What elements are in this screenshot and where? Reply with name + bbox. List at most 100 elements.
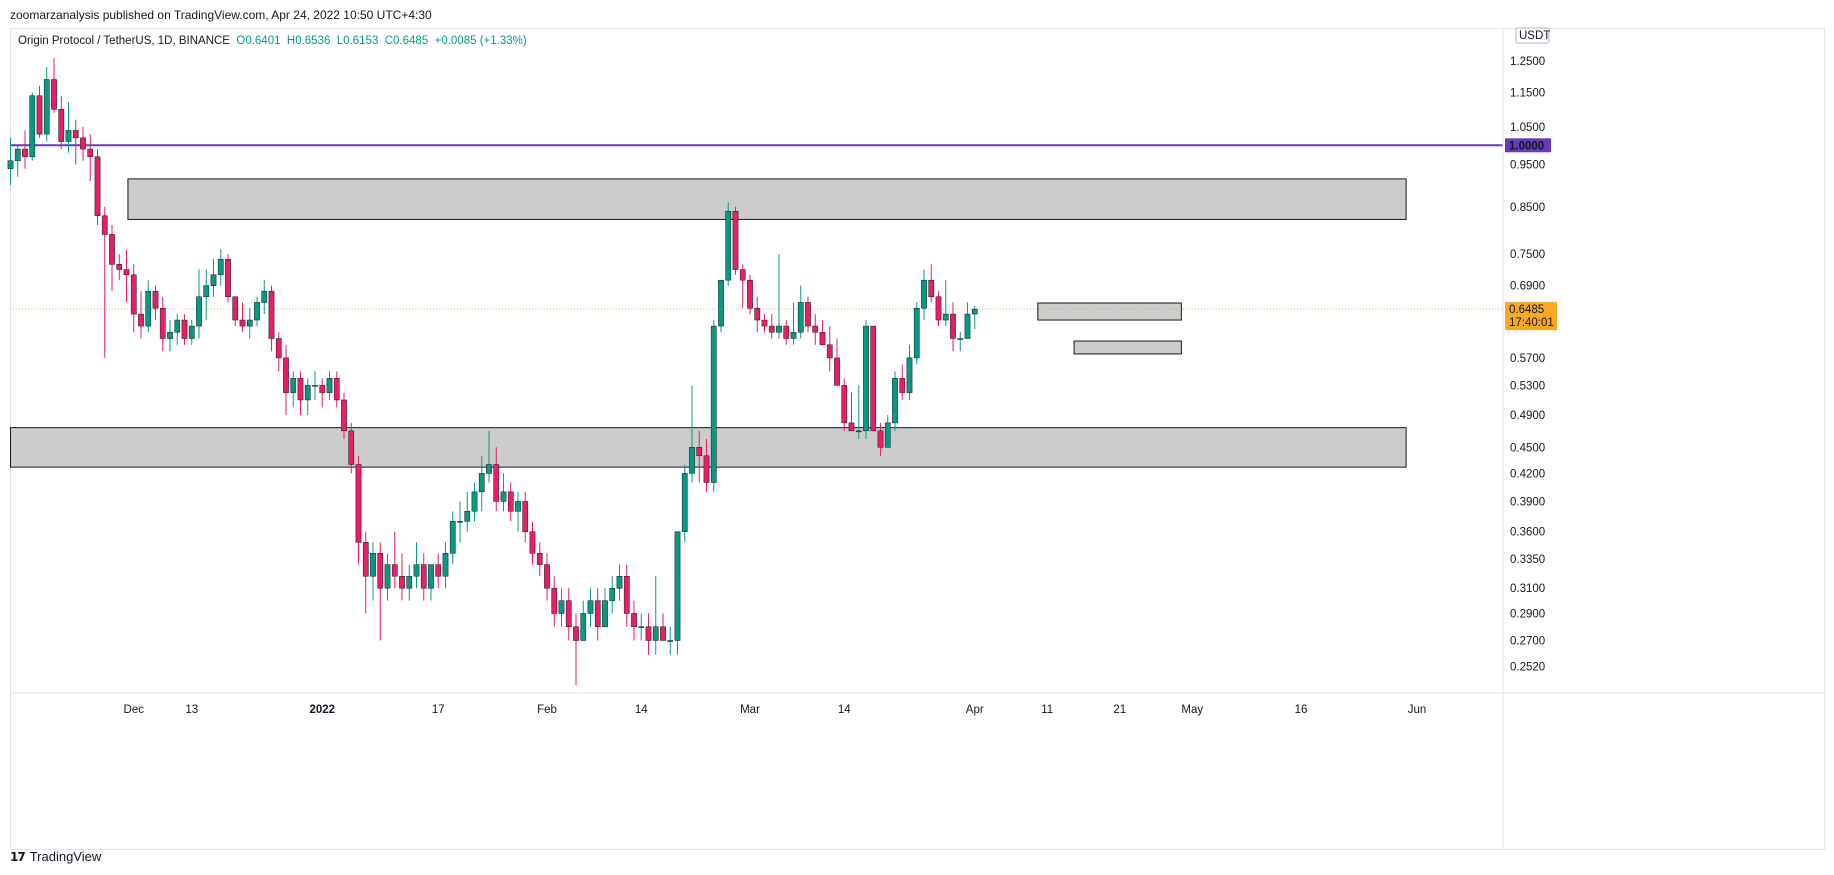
candle [14, 145, 21, 177]
candle-body [616, 575, 623, 589]
candle [515, 491, 521, 532]
candle [217, 249, 224, 286]
candle-body [594, 600, 601, 627]
candle-body [573, 626, 579, 641]
candle [399, 553, 405, 601]
candle-body [609, 587, 616, 601]
candle-body [558, 600, 565, 614]
candle [275, 332, 282, 372]
price-tick-label: 0.2900 [1510, 608, 1545, 620]
candle-body [457, 521, 463, 523]
candle-body [841, 385, 848, 424]
resistance-price-label-bg [1505, 138, 1551, 153]
candle [797, 285, 804, 339]
candle-body [217, 258, 224, 276]
candle [341, 392, 347, 439]
candle [87, 134, 94, 181]
price-tick-label: 0.5300 [1510, 380, 1545, 392]
candle-body [776, 325, 782, 333]
candle [529, 521, 536, 565]
candle [587, 588, 594, 627]
candle-body [718, 279, 724, 327]
price-tick-label: 0.3100 [1510, 583, 1545, 595]
price-tick-label: 0.2520 [1510, 662, 1545, 674]
candle [565, 588, 572, 641]
candle [420, 553, 427, 601]
candle-body [892, 378, 898, 424]
candle-body [739, 269, 746, 281]
candle-body [399, 575, 405, 589]
candle-body [174, 319, 181, 333]
candle [739, 264, 746, 309]
candle [457, 501, 463, 543]
candle [196, 269, 202, 339]
candle [413, 542, 420, 589]
legend-close: C0.6485 [384, 35, 429, 47]
candle [950, 302, 956, 352]
candle [268, 285, 275, 352]
candle [892, 371, 898, 431]
candle-body [43, 79, 50, 135]
current-price-label: 0.6485 [1509, 304, 1544, 316]
candle [580, 600, 587, 641]
candle [478, 455, 485, 512]
candle-body [696, 447, 703, 457]
candle-body [326, 378, 333, 393]
candle-body [152, 290, 159, 309]
candle-body [362, 542, 369, 577]
candle-body [732, 210, 739, 270]
candle-body [304, 385, 311, 401]
candle [725, 202, 732, 286]
candle-body [384, 564, 391, 589]
price-tick-label: 0.9500 [1510, 160, 1545, 172]
price-axis: 1.2500 1.1500 1.0500 0.9500 0.8500 0.7500 0.69… [1502, 27, 1557, 849]
price-tick-label: 0.3600 [1510, 527, 1545, 539]
candle-body [783, 325, 790, 339]
candle-body [145, 290, 152, 327]
candle-body [261, 290, 268, 303]
candle-body [638, 626, 645, 628]
candle-body [819, 331, 826, 346]
candle-body [805, 302, 811, 327]
candle-body [36, 95, 43, 135]
candle [152, 285, 159, 321]
candle-body [167, 331, 173, 339]
candle-body [420, 564, 427, 589]
candle-body [101, 215, 108, 235]
candle-body [551, 587, 558, 614]
time-tick-label: Jun [1408, 704, 1427, 716]
candle [899, 364, 906, 400]
candle-body [667, 640, 674, 642]
candle [623, 564, 630, 627]
candle [109, 224, 115, 292]
candle-body [710, 325, 717, 483]
candle [80, 126, 86, 161]
candle-body [123, 269, 130, 276]
candle-body [834, 357, 840, 386]
legend-change: +0.0085 (+1.33%) [434, 35, 527, 47]
candle [500, 473, 507, 512]
price-tick-label: 0.2700 [1510, 635, 1545, 647]
candle [377, 542, 384, 641]
tradingview-logo[interactable]: 17 TradingView [10, 849, 101, 864]
time-tick-label: Apr [966, 704, 984, 716]
candle [602, 588, 608, 627]
time-tick-label: 16 [1295, 704, 1308, 716]
candle [72, 119, 79, 165]
candle [123, 249, 130, 303]
candle [964, 302, 971, 339]
candle [594, 588, 601, 641]
price-tick-label: 0.7500 [1510, 249, 1545, 261]
candle [239, 302, 246, 333]
candle-body [290, 378, 297, 393]
candle [573, 613, 579, 686]
candle [290, 371, 297, 408]
candle [660, 613, 666, 641]
candle [471, 482, 478, 522]
candle [51, 57, 57, 113]
candle-body [950, 313, 956, 339]
currency-label: USDT [1519, 30, 1550, 42]
price-tick-label: 1.2500 [1510, 56, 1545, 68]
candle [348, 422, 355, 474]
